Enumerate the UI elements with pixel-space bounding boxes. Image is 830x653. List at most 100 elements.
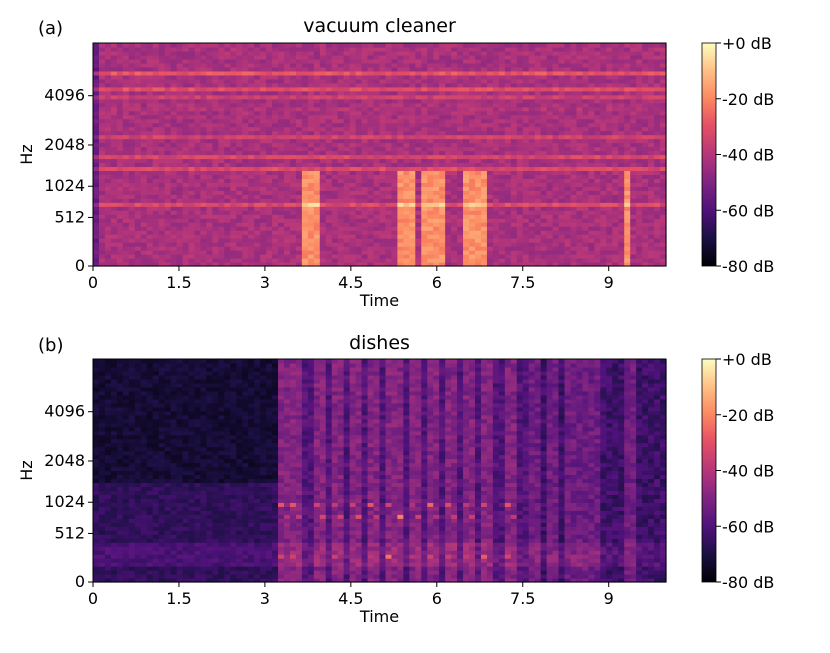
heatmap-cell bbox=[576, 226, 584, 231]
heatmap-cell bbox=[200, 142, 208, 148]
heatmap-cell bbox=[170, 102, 178, 108]
heatmap-cell bbox=[552, 50, 560, 56]
heatmap-cell bbox=[284, 154, 291, 160]
heatmap-cell bbox=[385, 142, 393, 148]
heatmap-cell bbox=[421, 186, 428, 191]
heatmap-cell bbox=[492, 118, 500, 124]
heatmap-cell bbox=[140, 250, 148, 255]
heatmap-cell bbox=[349, 62, 357, 68]
heatmap-cell bbox=[212, 170, 219, 176]
heatmap-cell bbox=[439, 54, 446, 60]
heatmap-cell bbox=[104, 230, 112, 235]
heatmap-cell bbox=[528, 86, 536, 92]
heatmap-cell bbox=[463, 82, 470, 88]
heatmap-cell bbox=[313, 258, 321, 263]
heatmap-cell bbox=[104, 246, 112, 251]
heatmap-cell bbox=[504, 222, 512, 227]
heatmap-cell bbox=[480, 186, 488, 191]
heatmap-cell bbox=[289, 50, 297, 56]
heatmap-cell bbox=[522, 222, 530, 227]
heatmap-cell bbox=[254, 262, 261, 267]
heatmap-cell bbox=[218, 250, 225, 255]
heatmap-cell bbox=[475, 234, 482, 239]
heatmap-cell bbox=[588, 130, 595, 136]
heatmap-cell bbox=[140, 82, 148, 88]
heatmap-cell bbox=[301, 206, 309, 211]
heatmap-cell bbox=[570, 150, 578, 156]
heatmap-cell bbox=[325, 86, 333, 92]
heatmap-cell bbox=[510, 102, 518, 108]
heatmap-cell bbox=[606, 86, 613, 92]
heatmap-cell bbox=[93, 166, 100, 172]
heatmap-cell bbox=[409, 222, 416, 227]
heatmap-cell bbox=[98, 262, 106, 267]
heatmap-cell bbox=[260, 250, 267, 255]
heatmap-cell bbox=[170, 146, 178, 152]
heatmap-cell bbox=[558, 66, 566, 72]
heatmap-cell bbox=[534, 162, 542, 168]
heatmap-cell bbox=[570, 94, 578, 100]
heatmap-cell bbox=[122, 254, 130, 259]
heatmap-cell bbox=[266, 82, 273, 88]
heatmap-cell bbox=[104, 226, 112, 231]
heatmap-cell bbox=[385, 258, 393, 263]
heatmap-cell bbox=[582, 138, 590, 144]
heatmap-cell bbox=[176, 242, 184, 247]
heatmap-cell bbox=[379, 50, 387, 56]
heatmap-cell bbox=[612, 158, 619, 164]
heatmap-cell bbox=[236, 138, 243, 144]
heatmap-cell bbox=[284, 254, 291, 259]
heatmap-cell bbox=[373, 54, 381, 60]
heatmap-cell bbox=[480, 250, 488, 255]
heatmap-cell bbox=[343, 126, 351, 132]
heatmap-cell bbox=[146, 206, 154, 211]
heatmap-cell bbox=[313, 222, 321, 227]
heatmap-cell bbox=[439, 166, 446, 172]
heatmap-cell bbox=[528, 250, 536, 255]
heatmap-cell bbox=[134, 226, 142, 231]
heatmap-cell bbox=[337, 146, 345, 152]
heatmap-cell bbox=[421, 254, 428, 259]
heatmap-cell bbox=[194, 46, 202, 52]
heatmap-cell bbox=[594, 170, 601, 176]
heatmap-cell bbox=[337, 178, 345, 183]
heatmap-cell bbox=[164, 238, 172, 243]
heatmap-cell bbox=[612, 206, 619, 211]
heatmap-cell bbox=[272, 194, 279, 199]
heatmap-cell bbox=[176, 178, 184, 183]
heatmap-cell bbox=[498, 78, 506, 84]
heatmap-cell bbox=[600, 262, 607, 267]
heatmap-cell bbox=[242, 58, 249, 64]
heatmap-cell bbox=[361, 262, 369, 267]
heatmap-cell bbox=[313, 242, 321, 247]
heatmap-cell bbox=[93, 158, 100, 164]
heatmap-cell bbox=[421, 142, 428, 148]
heatmap-cell bbox=[600, 198, 607, 203]
heatmap-cell bbox=[570, 206, 578, 211]
heatmap-cell bbox=[361, 154, 369, 160]
heatmap-cell bbox=[212, 150, 219, 156]
heatmap-cell bbox=[116, 110, 124, 116]
heatmap-cell bbox=[128, 50, 136, 56]
heatmap-cell bbox=[451, 198, 458, 203]
heatmap-cell bbox=[325, 174, 333, 179]
heatmap-cell bbox=[403, 186, 410, 191]
heatmap-cell bbox=[606, 250, 613, 255]
heatmap-cell bbox=[104, 90, 112, 96]
heatmap-cell bbox=[486, 178, 494, 183]
heatmap-cell bbox=[558, 238, 566, 243]
heatmap-cell bbox=[158, 118, 166, 124]
heatmap-cell bbox=[421, 258, 428, 263]
heatmap-cell bbox=[325, 94, 333, 100]
heatmap-cell bbox=[218, 70, 225, 76]
heatmap-cell bbox=[206, 170, 213, 176]
heatmap-cell bbox=[439, 250, 446, 255]
heatmap-cell bbox=[349, 138, 357, 144]
heatmap-cell bbox=[170, 222, 178, 227]
heatmap-cell bbox=[618, 86, 625, 92]
heatmap-cell bbox=[295, 70, 303, 76]
heatmap-cell bbox=[331, 82, 339, 88]
heatmap-cell bbox=[355, 258, 363, 263]
heatmap-cell bbox=[528, 130, 536, 136]
heatmap-cell bbox=[128, 78, 136, 84]
